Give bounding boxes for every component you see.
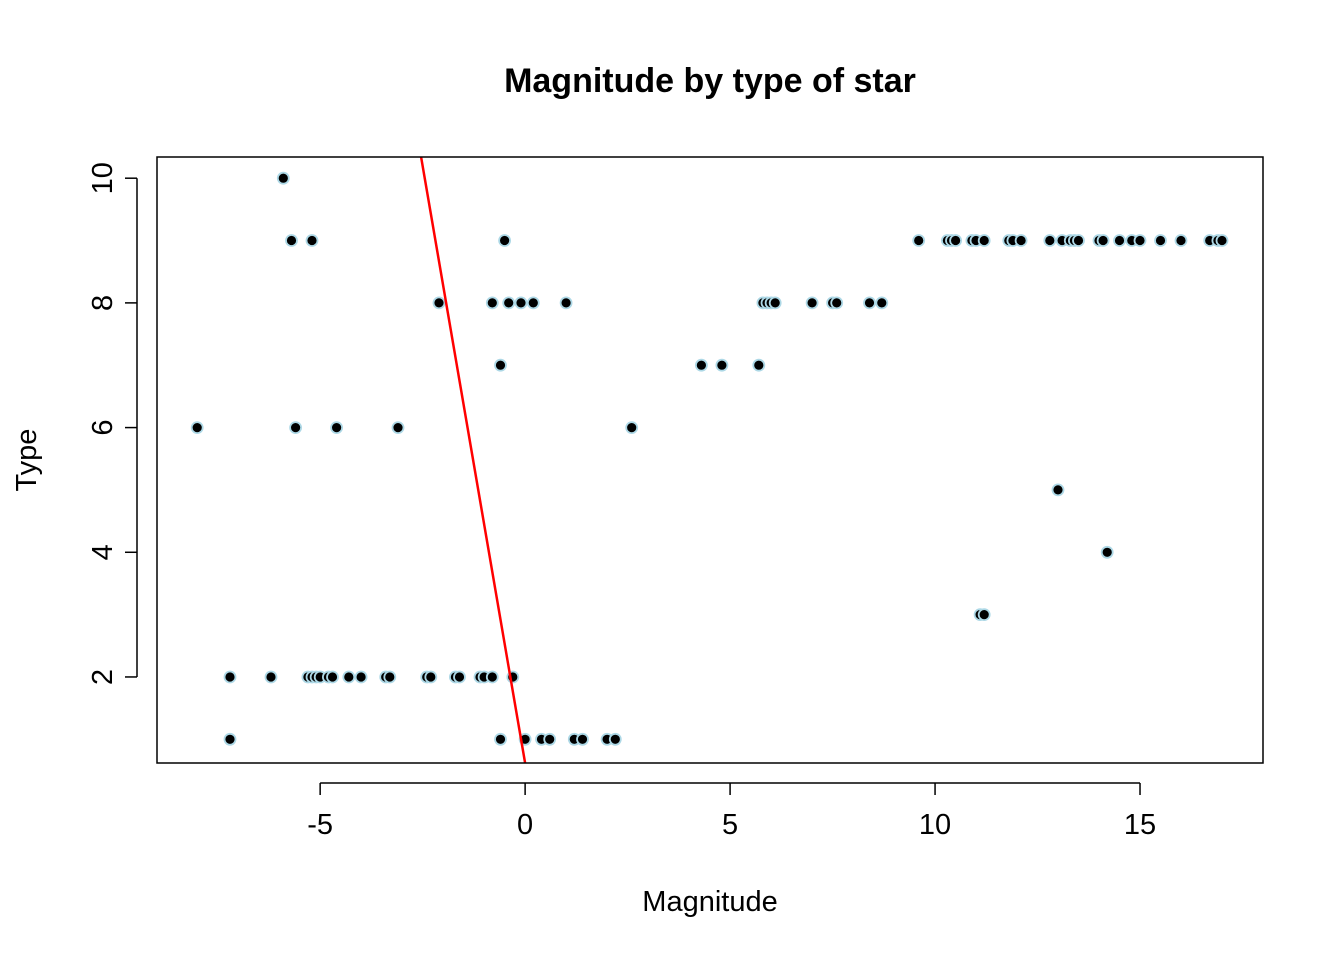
y-tick-label: 2 xyxy=(87,669,119,685)
data-point xyxy=(289,421,303,435)
data-point xyxy=(264,670,278,684)
data-point xyxy=(863,296,876,310)
data-point xyxy=(1096,234,1110,247)
data-point xyxy=(1113,234,1126,247)
data-point xyxy=(1133,234,1147,247)
data-point xyxy=(276,171,290,185)
data-point xyxy=(1043,234,1057,247)
data-point xyxy=(543,732,557,746)
regression-line-layer xyxy=(419,157,527,763)
data-point xyxy=(1215,234,1229,247)
data-point xyxy=(502,296,516,310)
data-point xyxy=(485,670,499,684)
points-layer xyxy=(190,171,1229,746)
data-point xyxy=(285,234,298,247)
data-point xyxy=(715,358,729,372)
data-point xyxy=(752,358,766,372)
data-point xyxy=(1174,234,1188,247)
y-axis: 2 4 6 8 10 xyxy=(87,162,138,685)
regression-line xyxy=(419,157,527,763)
data-point xyxy=(485,296,499,310)
data-point xyxy=(912,234,926,247)
y-axis-label: Type xyxy=(11,429,43,492)
y-tick-label: 4 xyxy=(87,544,119,560)
data-point xyxy=(330,421,344,435)
data-point xyxy=(453,670,466,684)
data-point xyxy=(326,670,339,684)
x-tick-label: 5 xyxy=(722,809,738,841)
data-point xyxy=(830,296,844,310)
data-point xyxy=(354,670,368,684)
data-point xyxy=(768,296,782,310)
y-tick-label: 6 xyxy=(87,420,119,436)
x-axis-label: Magnitude xyxy=(642,886,777,918)
data-point xyxy=(559,296,573,310)
plot-frame xyxy=(156,156,1264,764)
data-point xyxy=(526,296,540,310)
data-point xyxy=(625,421,639,435)
data-point xyxy=(695,358,708,372)
data-point xyxy=(223,732,237,746)
x-axis: -5 0 5 10 15 xyxy=(307,782,1156,841)
data-point xyxy=(494,358,507,372)
data-point xyxy=(977,234,991,247)
x-tick-label: -5 xyxy=(307,809,333,841)
data-point xyxy=(190,421,204,435)
data-point xyxy=(305,234,319,247)
data-point xyxy=(1014,234,1028,247)
data-point xyxy=(576,732,589,746)
data-point xyxy=(875,296,889,310)
x-tick-label: 15 xyxy=(1124,809,1156,841)
data-point xyxy=(949,234,962,247)
data-point xyxy=(223,670,237,684)
data-point xyxy=(498,234,512,247)
data-point xyxy=(1051,483,1065,497)
chart-title: Magnitude by type of star xyxy=(504,62,916,100)
data-point xyxy=(1154,234,1167,247)
x-tick-label: 0 xyxy=(517,809,533,841)
data-point xyxy=(1072,234,1085,247)
data-point xyxy=(432,296,446,310)
y-tick-label: 10 xyxy=(87,162,119,194)
y-tick-label: 8 xyxy=(87,295,119,311)
data-point xyxy=(494,732,507,746)
data-point xyxy=(805,296,819,310)
data-point xyxy=(977,608,991,621)
x-tick-label: 10 xyxy=(919,809,951,841)
data-point xyxy=(342,670,356,684)
data-point xyxy=(514,296,528,310)
data-point xyxy=(424,670,438,684)
data-point xyxy=(391,421,405,435)
data-point xyxy=(1100,545,1114,559)
data-point xyxy=(608,732,622,746)
data-point xyxy=(383,670,397,684)
